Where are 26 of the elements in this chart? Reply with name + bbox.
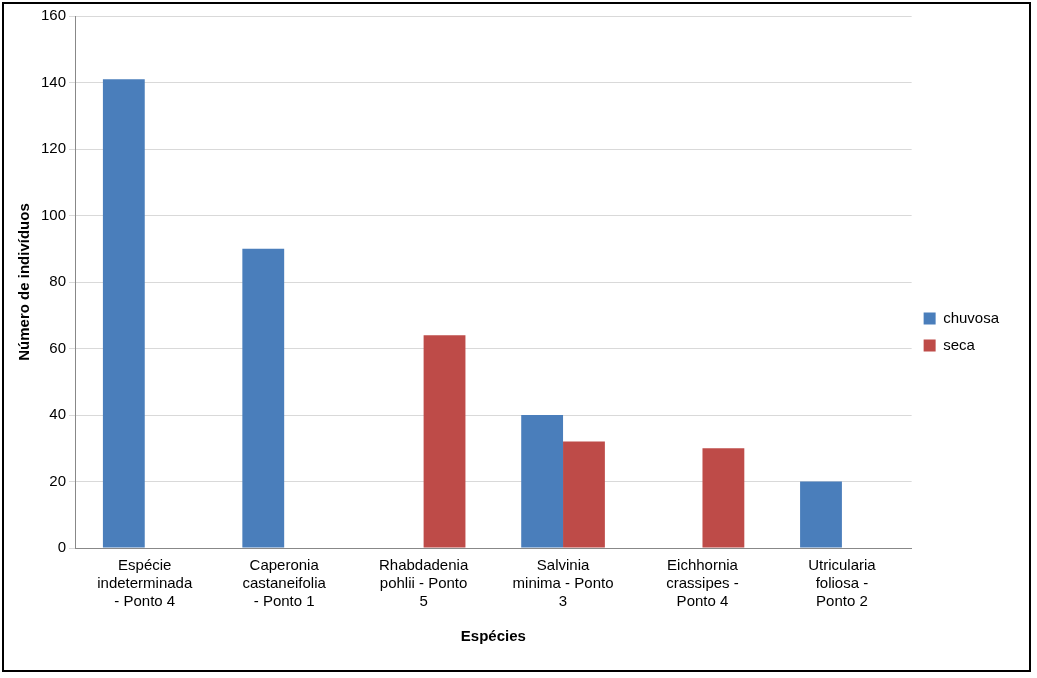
bar [702, 448, 745, 548]
legend-label: chuvosa [943, 308, 1000, 326]
x-tick-label: Utricularia foliosa - Ponto 2 [808, 556, 877, 610]
bar [423, 335, 466, 548]
y-tick-label: 0 [57, 538, 67, 556]
bar [521, 415, 564, 548]
x-axis-title: Espécies [460, 627, 526, 645]
x-tick-label: Eichhornia crassipes - Ponto 4 [666, 556, 739, 610]
y-tick-label: 60 [49, 338, 67, 356]
y-tick-label: 140 [41, 72, 67, 90]
bar [563, 441, 605, 548]
y-tick-label: 120 [41, 139, 67, 157]
bar [800, 481, 842, 548]
y-tick-label: 160 [41, 6, 67, 24]
x-tick-label: Rhabdadenia pohlii - Ponto 5 [378, 556, 469, 610]
bar [102, 79, 145, 548]
y-tick-label: 20 [49, 471, 67, 489]
y-tick-label: 40 [49, 405, 67, 423]
y-tick-label: 80 [49, 272, 67, 290]
y-tick-label: 100 [41, 205, 67, 223]
x-tick-label: Espécie indeterminada - Ponto 4 [97, 556, 193, 610]
y-axis-title: Número de indivíduos [15, 203, 33, 361]
bar [242, 248, 285, 548]
legend-label: seca [943, 335, 976, 353]
x-tick-label: Caperonia castaneifolia - Ponto 1 [242, 556, 327, 610]
x-tick-label: Salvinia minima - Ponto 3 [512, 556, 614, 610]
